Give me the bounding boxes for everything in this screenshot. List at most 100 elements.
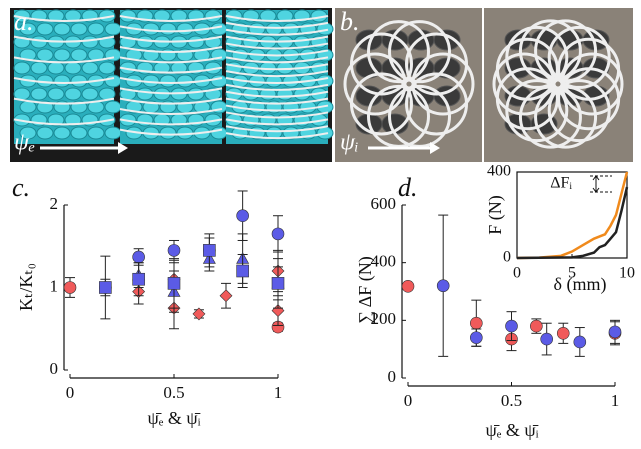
thread xyxy=(119,66,223,74)
bead xyxy=(176,22,194,36)
bead xyxy=(159,74,177,88)
marker xyxy=(401,280,415,293)
y-tick-label: 400 xyxy=(371,252,397,271)
bead xyxy=(64,61,82,75)
ring xyxy=(547,25,611,89)
thread xyxy=(225,97,329,105)
y-tick-label: 400 xyxy=(487,163,511,180)
y-tick-label: 0 xyxy=(50,359,59,378)
x-tick-label: 0.5 xyxy=(501,391,522,410)
panel-label: c. xyxy=(12,173,30,202)
ring xyxy=(557,37,621,101)
marker xyxy=(63,281,77,294)
panel-label: d. xyxy=(398,173,418,202)
bead xyxy=(136,87,154,101)
thread xyxy=(225,63,329,71)
x-axis-label: ψ̄ₑ & ψ̄ᵢ xyxy=(485,420,538,440)
bead xyxy=(70,126,88,140)
bead xyxy=(210,22,228,36)
marker xyxy=(573,335,587,349)
bead xyxy=(30,61,48,75)
x-axis-label: ψ̄ₑ & ψ̄ᵢ xyxy=(147,408,200,428)
marker xyxy=(470,316,483,330)
photo-b xyxy=(335,8,633,162)
thread xyxy=(13,56,115,64)
ring xyxy=(366,20,430,84)
curve xyxy=(516,171,629,260)
bead xyxy=(53,126,71,140)
y-tick-label: 2 xyxy=(50,194,59,213)
thread xyxy=(225,15,329,22)
marker xyxy=(436,279,450,293)
bead xyxy=(47,61,65,75)
bead xyxy=(19,48,37,62)
ring xyxy=(366,84,430,148)
bead xyxy=(210,126,228,140)
bead xyxy=(47,113,65,127)
bead xyxy=(104,126,122,140)
thread xyxy=(225,125,329,133)
bead xyxy=(53,74,71,88)
bead xyxy=(70,74,88,88)
ring xyxy=(388,84,452,148)
bead xyxy=(36,126,54,140)
thread xyxy=(119,87,223,95)
bead xyxy=(104,100,122,114)
bead xyxy=(70,22,88,36)
bead xyxy=(276,9,294,23)
thread xyxy=(119,56,223,64)
bead xyxy=(159,22,177,36)
bead xyxy=(104,22,122,36)
thread xyxy=(225,77,329,84)
bead xyxy=(64,9,82,23)
thread xyxy=(119,25,223,33)
ring xyxy=(349,32,413,96)
thread xyxy=(119,77,223,84)
thread xyxy=(225,90,329,98)
panel-label: b. xyxy=(340,7,360,36)
y-tick-label: 0 xyxy=(388,367,397,386)
thread xyxy=(13,118,115,126)
panel-label: a. xyxy=(14,7,34,36)
thread xyxy=(225,42,329,50)
marker xyxy=(99,281,112,294)
marker xyxy=(132,250,145,264)
ring xyxy=(505,25,569,89)
y-tick-label: 0 xyxy=(503,249,511,266)
thread xyxy=(225,132,329,140)
marker xyxy=(219,289,233,303)
bead xyxy=(53,48,71,62)
photo-param: ψₑ xyxy=(14,130,35,156)
x-tick-label: 1 xyxy=(274,383,283,402)
x-tick-label: 0 xyxy=(404,391,413,410)
bead xyxy=(19,22,37,36)
bead xyxy=(259,9,277,23)
marker xyxy=(530,319,543,333)
bead xyxy=(47,87,65,101)
bead xyxy=(265,74,283,88)
marker xyxy=(556,327,570,340)
y-axis-label: Kₜ/Kₜ₀ xyxy=(16,263,36,311)
bead xyxy=(87,22,105,36)
marker xyxy=(192,307,206,321)
bead xyxy=(81,35,99,49)
bead xyxy=(47,9,65,23)
thread xyxy=(119,46,223,53)
bead xyxy=(170,9,188,23)
bead xyxy=(36,48,54,62)
y-axis-label: ∑ ΔF (N) xyxy=(355,256,376,323)
marker xyxy=(271,277,285,290)
marker xyxy=(236,209,249,223)
ring xyxy=(547,79,611,143)
bead xyxy=(64,87,82,101)
photo-param: ψᵢ xyxy=(340,130,359,156)
bead xyxy=(153,9,171,23)
bead xyxy=(159,126,177,140)
thread xyxy=(225,104,329,112)
y-axis-label: F (N) xyxy=(485,195,506,235)
marker xyxy=(132,272,145,286)
bead xyxy=(187,87,205,101)
arrow-head xyxy=(118,142,128,154)
arrow-head xyxy=(430,142,440,154)
x-axis-label: δ (mm) xyxy=(554,274,607,295)
